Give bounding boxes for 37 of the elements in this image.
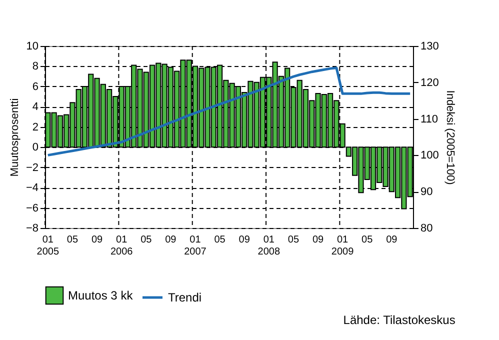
x-tick-label: 05 — [140, 234, 152, 246]
y2-tick-label: 80 — [420, 222, 433, 234]
x-tick-label: 05 — [362, 234, 374, 246]
x-tick-label: 09 — [312, 234, 324, 246]
y-tick-label: 0 — [32, 142, 38, 154]
y2-tick-label: 100 — [420, 150, 439, 162]
y-tick-label: 10 — [26, 40, 38, 52]
legend-label: Muutos 3 kk — [68, 288, 134, 302]
y2-tick-label: 130 — [420, 40, 439, 52]
y-tick-label: −6 — [26, 202, 38, 214]
y-tick-label: −2 — [26, 162, 38, 174]
y-tick-label: −8 — [26, 222, 38, 234]
x-tick-label: 01 2008 — [258, 234, 280, 258]
x-tick-label: 01 2009 — [331, 234, 354, 258]
x-tick-label: 09 — [91, 234, 104, 246]
y-axis-title: Muutosprosentti — [8, 98, 21, 177]
x-tick-label: 09 — [238, 234, 250, 246]
line-series — [46, 66, 412, 156]
x-tick-label: 09 — [165, 234, 177, 246]
y-tick-label: 4 — [32, 101, 38, 114]
x-tick-label: 01 2006 — [110, 234, 134, 258]
y-tick-label: 2 — [32, 121, 38, 134]
y-tick-label: −4 — [26, 182, 38, 194]
x-tick-label: 01 2007 — [184, 234, 207, 258]
y2-tick-label: 120 — [420, 76, 439, 89]
x-tick-label: 05 — [214, 234, 226, 246]
x-tick-label: 05 — [66, 234, 78, 246]
y-tick-label: 6 — [32, 80, 38, 93]
x-tick-label: 05 — [288, 234, 300, 246]
y-tick-label: 8 — [32, 60, 38, 73]
y2-tick-label: 90 — [420, 186, 433, 198]
y2-tick-label: 110 — [420, 113, 438, 126]
x-tick-label: 09 — [386, 234, 398, 246]
text: Lähde: Tilastokeskus — [343, 313, 456, 327]
x-tick-label: 01 2005 — [36, 234, 60, 258]
y2-axis-title: Indeksi (2005=100) — [444, 90, 456, 185]
legend-label: Trendi — [168, 290, 202, 304]
